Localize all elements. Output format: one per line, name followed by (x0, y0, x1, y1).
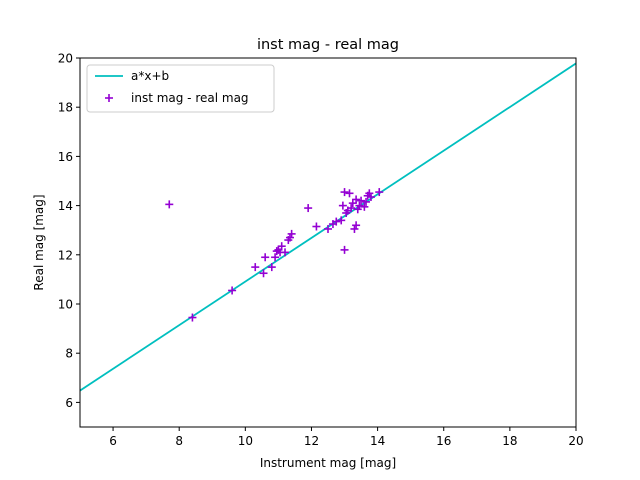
scatter-point (287, 229, 296, 238)
scatter-point (350, 224, 359, 233)
y-tick-label: 16 (58, 150, 73, 164)
y-tick-label: 18 (58, 101, 73, 115)
scatter-point (259, 269, 268, 278)
y-tick-label: 10 (58, 298, 73, 312)
scatter-point (353, 205, 362, 214)
legend-label-scatter: inst mag - real mag (131, 91, 249, 105)
scatter-point (355, 201, 364, 210)
y-axis-label: Real mag [mag] (32, 194, 46, 290)
scatter-point (338, 201, 347, 210)
scatter-point (345, 189, 354, 198)
scatter-point (188, 313, 197, 322)
scatter-point (362, 197, 371, 206)
plot-area (80, 62, 576, 392)
x-tick-label: 16 (436, 434, 451, 448)
legend-label-fit-line: a*x+b (131, 69, 169, 83)
scatter-point (365, 189, 374, 198)
legend-marker-swatch (105, 94, 113, 102)
scatter-point (261, 253, 270, 262)
y-tick-label: 14 (58, 199, 73, 213)
scatter-point (281, 248, 290, 257)
scatter-point (340, 245, 349, 254)
legend-box (86, 64, 275, 113)
axes-frame (79, 57, 577, 428)
scatter-point (340, 188, 349, 197)
scatter-point (347, 204, 356, 213)
scatter-point (357, 196, 366, 205)
scatter-point (228, 286, 237, 295)
scatter-point (337, 216, 346, 225)
x-tick-label: 6 (109, 434, 117, 448)
scatter-point (352, 195, 361, 204)
scatter-point (277, 242, 286, 251)
y-tick-label: 12 (58, 248, 73, 262)
scatter-point (285, 233, 294, 242)
y-tick-label: 20 (58, 52, 73, 66)
x-tick-label: 18 (502, 434, 517, 448)
scatter-point (324, 224, 332, 233)
x-tick-label: 12 (304, 434, 319, 448)
scatter-point (360, 202, 369, 211)
scatter-point (366, 192, 375, 201)
scatter-point (312, 222, 321, 231)
x-tick-label: 20 (568, 434, 583, 448)
scatter-point (375, 188, 384, 197)
chart-title: inst mag - real mag (257, 37, 399, 53)
scatter-point (304, 204, 313, 213)
legend: a*x+b inst mag - real mag (86, 64, 275, 113)
y-tick-label: 8 (65, 347, 73, 361)
scatter-point (251, 263, 260, 272)
scatter-point (271, 253, 280, 262)
x-tick-label: 8 (175, 434, 183, 448)
scatter-point (165, 200, 174, 209)
y-tick-label: 6 (65, 396, 73, 410)
x-tick-label: 14 (370, 434, 385, 448)
x-tick-label: 10 (238, 434, 253, 448)
axis-ticks: 6 8 10 12 14 16 18 20 6 8 10 12 14 16 18 20 (58, 52, 584, 449)
x-axis-label: Instrument mag [mag] (260, 456, 396, 470)
scatter-point (267, 263, 276, 272)
scatter-point (352, 221, 361, 230)
scatter-point (332, 217, 341, 226)
